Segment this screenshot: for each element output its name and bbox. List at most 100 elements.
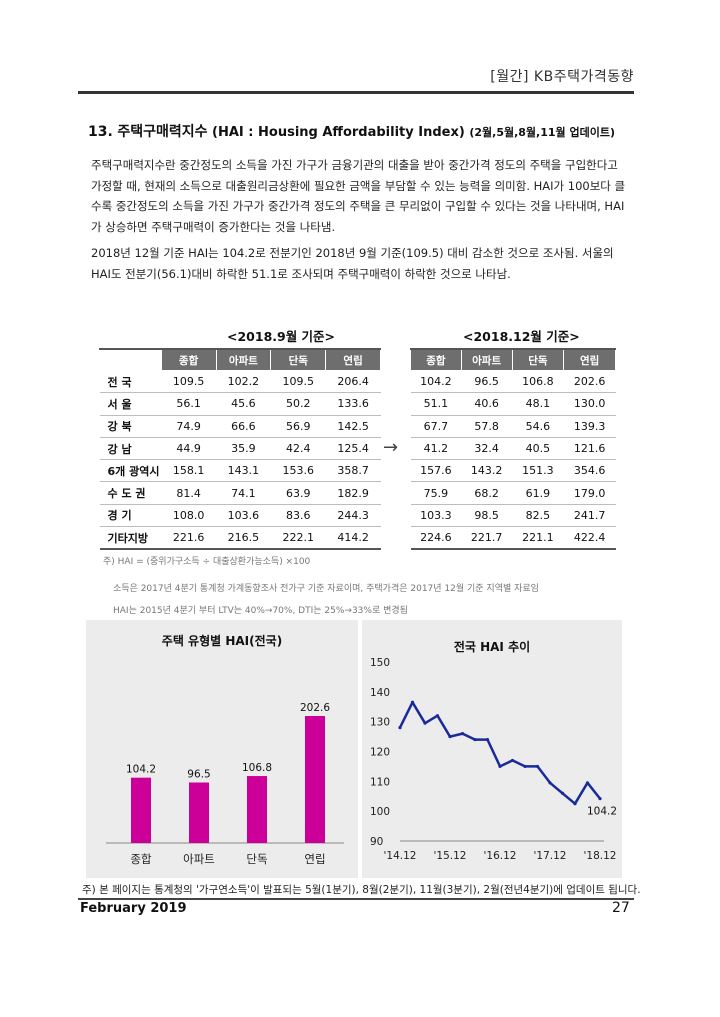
table-cell: 103.6 — [216, 504, 271, 528]
table-cell: 44.9 — [161, 437, 216, 461]
bar-value-label: 96.5 — [187, 769, 210, 781]
table-cell: 143.1 — [216, 459, 271, 483]
table-header-col: 연립 — [325, 348, 381, 371]
table-header-col: 단독 — [511, 348, 565, 371]
y-tick-label: 150 — [370, 657, 390, 669]
row-label: 강 남 — [99, 437, 162, 461]
table-cell: 54.6 — [512, 415, 564, 438]
table-cell: 68.2 — [461, 481, 512, 505]
table-header-col: 아파트 — [460, 348, 513, 371]
x-tick-label: '15.12 — [434, 850, 467, 862]
bar — [131, 777, 151, 843]
table-cell: 142.5 — [325, 415, 381, 438]
table-cell: 51.1 — [410, 392, 462, 416]
row-label: 수 도 권 — [99, 481, 162, 505]
table-cell: 206.4 — [325, 370, 381, 394]
table-cell: 32.4 — [461, 437, 512, 461]
table-cell: 216.5 — [216, 526, 271, 551]
footer-divider — [78, 898, 634, 900]
header-divider — [78, 91, 634, 94]
bar-value-label: 106.8 — [242, 762, 272, 774]
data-point — [585, 781, 590, 785]
table-cell: 42.4 — [270, 437, 326, 461]
table-cell: 83.6 — [270, 504, 326, 528]
x-tick-label: 아파트 — [183, 852, 215, 866]
data-point — [560, 791, 565, 795]
footer-date: February 2019 — [80, 901, 187, 916]
table-header-col: 아파트 — [215, 348, 272, 371]
data-point — [423, 721, 427, 725]
table-cell: 98.5 — [461, 504, 512, 528]
line-chart-panel: 전국 HAI 추이 90 100 110 120 130 140 150 '14.12 '15.… — [362, 620, 622, 878]
table-caption-dec: <2018.12월 기준> — [463, 329, 580, 344]
table-cell: 179.0 — [563, 481, 616, 505]
table-row: 수 도 권 81.4 74.1 63.9 182.9 — [99, 481, 381, 505]
bar-chart-panel: 주택 유형별 HAI(전국) 104.2 종합 96.5 아파트 106.8 단독 202.… — [86, 620, 358, 878]
table-row: 157.6 143.2 151.3 354.6 — [410, 459, 616, 483]
table-cell: 40.6 — [461, 392, 512, 416]
table-row: 기타지방 221.6 216.5 222.1 414.2 — [99, 526, 381, 551]
table-cell: 222.1 — [270, 526, 326, 551]
x-tick-label: '14.12 — [384, 850, 417, 862]
section-title: 13. 주택구매력지수 (HAI : Housing Affordability… — [88, 121, 615, 141]
hai-series-line — [398, 701, 601, 805]
table-cell: 422.4 — [563, 526, 616, 551]
end-value-label: 104.2 — [587, 806, 617, 818]
table-cell: 133.6 — [325, 392, 381, 416]
table-cell: 75.9 — [410, 481, 462, 505]
table-cell: 63.9 — [270, 481, 326, 505]
table-header-col: 종합 — [410, 348, 462, 371]
table-cell: 224.6 — [410, 526, 462, 551]
table-cell: 130.0 — [563, 392, 616, 416]
table-row: 전 국 109.5 102.2 109.5 206.4 — [99, 370, 381, 394]
y-tick-label: 100 — [370, 806, 390, 818]
table-cell: 74.9 — [161, 415, 216, 438]
data-point — [410, 700, 415, 704]
data-point — [598, 797, 602, 801]
table-cell: 221.6 — [161, 526, 216, 551]
line-chart-title: 전국 HAI 추이 — [453, 640, 531, 654]
data-point — [535, 764, 540, 769]
table-header-col: 단독 — [270, 348, 327, 371]
table-cell: 66.6 — [216, 415, 271, 438]
table-cell: 358.7 — [325, 459, 381, 483]
row-label: 서 울 — [99, 392, 162, 416]
table-cell: 108.0 — [161, 504, 216, 528]
table-row: 서 울 56.1 45.6 50.2 133.6 — [99, 392, 381, 416]
table-cell: 125.4 — [325, 437, 381, 461]
data-point — [573, 802, 577, 806]
row-label: 경 기 — [99, 504, 162, 528]
page-number: 27 — [612, 900, 630, 916]
table-cell: 102.2 — [216, 370, 271, 394]
table-cell: 414.2 — [325, 526, 381, 551]
definition-paragraph: 주택구매력지수란 중간정도의 소득을 가진 가구가 금융기관의 대출을 받아 중… — [91, 158, 626, 234]
table-cell: 50.2 — [270, 392, 326, 416]
table-row: 75.9 68.2 61.9 179.0 — [410, 481, 616, 505]
bar-value-label: 202.6 — [300, 702, 330, 714]
bar — [305, 715, 325, 843]
row-label: 전 국 — [99, 370, 162, 394]
y-tick-label: 130 — [370, 717, 390, 729]
table-cell: 151.3 — [512, 459, 564, 483]
table-note-source: 소득은 2017년 4분기 통계청 가계동향조사 전가구 기준 자료이며, 주택… — [113, 584, 539, 594]
table-cell: 41.2 — [410, 437, 462, 461]
table-cell: 40.5 — [512, 437, 564, 461]
table-cell: 354.6 — [563, 459, 616, 483]
table-cell: 241.7 — [563, 504, 616, 528]
y-tick-label: 140 — [370, 687, 390, 699]
x-tick-label: 종합 — [130, 852, 152, 866]
table-cell: 153.6 — [270, 459, 326, 483]
y-tick-label: 120 — [370, 747, 390, 759]
table-cell: 82.5 — [512, 504, 564, 528]
hai-table-2018-12: 종합 아파트 단독 연립 104.2 96.5 106.8 202.6 51.1 40.6… — [410, 348, 616, 551]
table-cell: 45.6 — [216, 392, 271, 416]
summary-paragraph: 2018년 12월 기준 HAI는 104.2로 전분기인 2018년 9월 기… — [91, 246, 614, 281]
table-row: 224.6 221.7 221.1 422.4 — [410, 526, 616, 551]
table-cell: 157.6 — [410, 459, 462, 483]
table-cell: 103.3 — [410, 504, 462, 528]
table-cell: 106.8 — [512, 370, 564, 394]
data-point — [548, 781, 552, 785]
table-cell: 139.3 — [563, 415, 616, 438]
table-row: 강 남 44.9 35.9 42.4 125.4 — [99, 437, 381, 461]
table-cell: 221.7 — [461, 526, 512, 551]
